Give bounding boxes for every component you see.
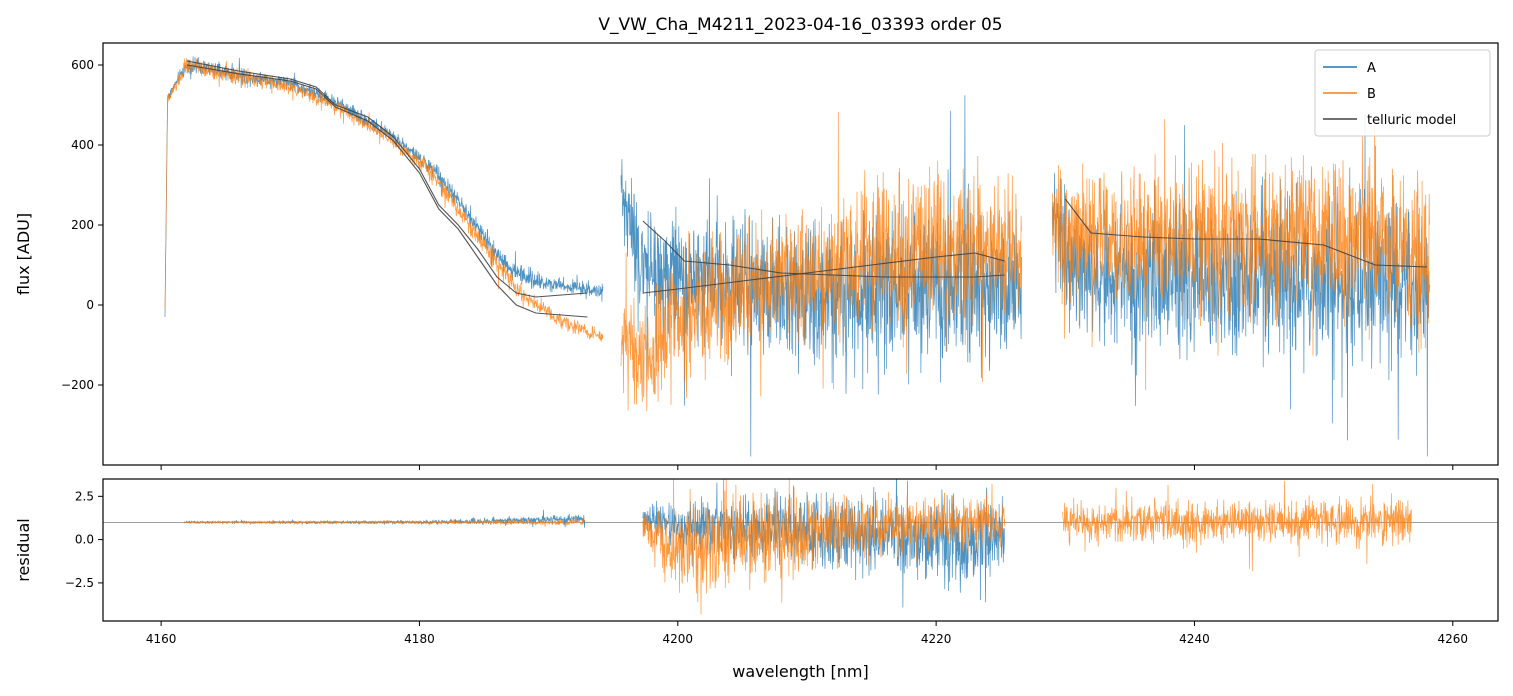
x-tick-label: 4200 — [663, 632, 694, 646]
telluric-model-line — [1064, 198, 1428, 268]
residual-panel: 4160 4180 4200 4220 4240 4260 −2.5 0.0 2.5 resid… — [14, 478, 1499, 681]
telluric-model-line — [186, 64, 588, 318]
x-tick-label: 4220 — [921, 632, 952, 646]
residual-plot-area — [103, 479, 1498, 615]
y-tick-label: −2.5 — [65, 576, 94, 590]
y-tick-label: 600 — [71, 58, 94, 72]
spectrum-b-line — [1052, 119, 1430, 391]
residual-b-line — [1062, 480, 1412, 572]
y-tick-label: −200 — [61, 378, 94, 392]
y-tick-label: 400 — [71, 138, 94, 152]
spectrum-b-line — [620, 111, 1022, 412]
telluric-model-line — [642, 220, 1005, 278]
wavelength-xlabel: wavelength [nm] — [732, 662, 869, 681]
residual-b-line — [642, 479, 1005, 615]
legend: A B telluric model — [1314, 49, 1491, 137]
x-tick-label: 4160 — [146, 632, 177, 646]
legend-label-a: A — [1367, 61, 1376, 76]
legend-box — [1314, 49, 1491, 137]
y-tick-label: 200 — [71, 218, 94, 232]
chart-title: V_VW_Cha_M4211_2023-04-16_03393 order 05 — [598, 15, 1002, 35]
flux-axes-ticks: −200 0 200 400 600 — [61, 58, 1454, 470]
spectrum-a-line — [1052, 114, 1430, 457]
x-tick-label: 4260 — [1438, 632, 1469, 646]
y-tick-label: 2.5 — [75, 489, 94, 503]
telluric-model-line — [186, 60, 588, 298]
y-tick-label: 0.0 — [75, 533, 94, 547]
flux-plot-area — [164, 56, 1430, 457]
residual-axes-frame — [102, 478, 1499, 622]
legend-label-b: B — [1367, 87, 1376, 102]
y-tick-label: 0 — [86, 298, 94, 312]
x-tick-label: 4240 — [1179, 632, 1210, 646]
flux-panel: −200 0 200 400 600 flux [ADU] A B telluric m… — [14, 42, 1499, 470]
spectrum-b-line — [164, 58, 604, 342]
telluric-model-line — [642, 252, 1005, 294]
flux-axes-frame — [102, 42, 1499, 466]
residual-axes-ticks: 4160 4180 4200 4220 4240 4260 −2.5 0.0 2.5 — [65, 489, 1468, 646]
residual-ylabel: residual — [14, 518, 33, 581]
flux-ylabel: flux [ADU] — [14, 213, 33, 295]
x-tick-label: 4180 — [404, 632, 435, 646]
legend-label-telluric: telluric model — [1367, 113, 1456, 128]
residual-b-line — [184, 514, 585, 527]
